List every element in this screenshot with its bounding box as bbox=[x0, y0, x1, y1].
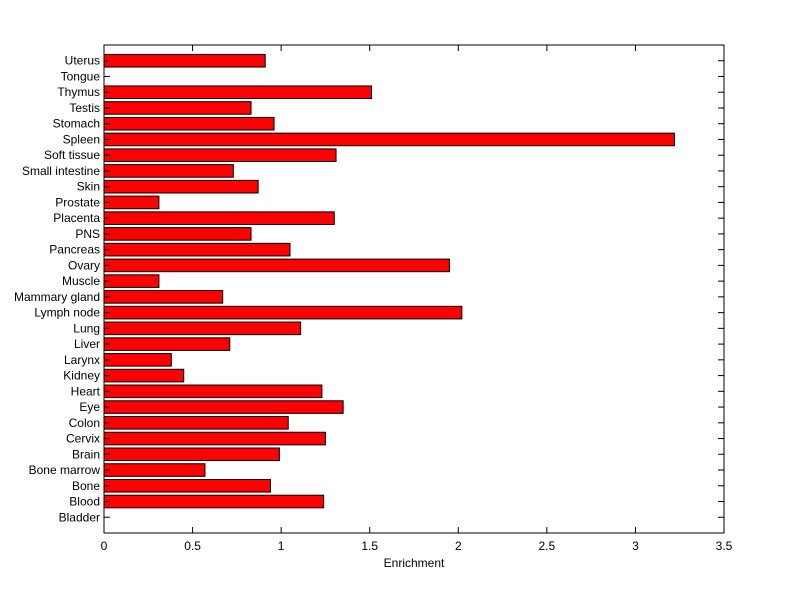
bar-brain bbox=[103, 447, 280, 462]
y-tick-label: Brain bbox=[72, 447, 100, 461]
ticks-group bbox=[103, 45, 725, 533]
bar-placenta bbox=[103, 211, 335, 225]
bar-thymus bbox=[103, 85, 372, 100]
y-tick-label: Placenta bbox=[53, 211, 100, 225]
bar-skin bbox=[103, 179, 259, 194]
bar-small-intestine bbox=[103, 164, 234, 178]
y-tick-label: Testis bbox=[69, 101, 100, 115]
bar-colon bbox=[103, 416, 289, 430]
y-tick-label: Larynx bbox=[64, 353, 100, 367]
x-tick-label: 2.5 bbox=[539, 539, 556, 553]
axes-frame bbox=[103, 44, 725, 534]
y-tick-label: PNS bbox=[75, 227, 100, 241]
bar-blood bbox=[103, 494, 325, 509]
bar-mammary-gland bbox=[103, 290, 224, 304]
y-tick-label: Prostate bbox=[55, 195, 100, 209]
bar-ovary bbox=[103, 258, 450, 273]
y-tick-label: Lung bbox=[73, 321, 100, 335]
y-tick-label: Cervix bbox=[66, 432, 100, 446]
x-axis-label: Enrichment bbox=[384, 556, 445, 570]
bar-muscle bbox=[103, 274, 160, 288]
bar-uterus bbox=[103, 53, 266, 68]
bar-pns bbox=[103, 227, 252, 241]
bar-heart bbox=[103, 384, 323, 399]
x-tick-label: 2 bbox=[455, 539, 462, 553]
bar-soft-tissue bbox=[103, 148, 337, 162]
y-tick-label: Small intestine bbox=[22, 164, 100, 178]
bar-eye bbox=[103, 400, 344, 414]
x-tick-label: 0 bbox=[101, 539, 108, 553]
y-tick-label: Muscle bbox=[62, 274, 100, 288]
bars-group bbox=[103, 53, 675, 509]
x-tick-label: 1 bbox=[278, 539, 285, 553]
y-tick-label: Eye bbox=[79, 400, 100, 414]
bar-kidney bbox=[103, 368, 185, 383]
y-tick-label: Uterus bbox=[65, 54, 100, 68]
x-tick-labels: 0 0.5 1 1.5 2 2.5 3 3.5 bbox=[101, 539, 733, 553]
y-tick-label: Ovary bbox=[68, 258, 100, 272]
y-tick-label: Lymph node bbox=[34, 306, 100, 320]
bar-pancreas bbox=[103, 242, 291, 257]
x-tick-label: 3.5 bbox=[716, 539, 733, 553]
bar-bone-marrow bbox=[103, 463, 206, 477]
y-tick-label: Heart bbox=[71, 384, 101, 398]
bar-liver bbox=[103, 337, 231, 351]
bar-lymph-node bbox=[103, 305, 463, 320]
y-tick-label: Bone marrow bbox=[29, 463, 101, 477]
y-tick-label: Thymus bbox=[57, 85, 100, 99]
y-tick-label: Bladder bbox=[59, 510, 100, 524]
y-tick-label: Pancreas bbox=[49, 243, 100, 257]
y-tick-label: Liver bbox=[74, 337, 100, 351]
bar-larynx bbox=[103, 353, 172, 367]
bar-prostate bbox=[103, 195, 160, 210]
y-tick-label: Skin bbox=[77, 180, 100, 194]
y-tick-label: Soft tissue bbox=[44, 148, 100, 162]
bar-bone bbox=[103, 478, 272, 493]
bar-stomach bbox=[103, 116, 275, 131]
y-tick-label: Bone bbox=[72, 479, 100, 493]
bar-cervix bbox=[103, 431, 326, 446]
bar-spleen bbox=[103, 132, 675, 147]
y-tick-label: Mammary gland bbox=[14, 290, 100, 304]
y-tick-label: Kidney bbox=[63, 369, 100, 383]
x-tick-label: 0.5 bbox=[184, 539, 201, 553]
bar-lung bbox=[103, 321, 302, 336]
y-tick-label: Tongue bbox=[61, 69, 101, 83]
x-tick-label: 3 bbox=[632, 539, 639, 553]
y-tick-label: Colon bbox=[69, 416, 100, 430]
y-tick-label: Stomach bbox=[53, 117, 100, 131]
y-tick-label: Blood bbox=[69, 495, 100, 509]
bar-testis bbox=[103, 101, 252, 115]
y-tick-label: Spleen bbox=[63, 132, 100, 146]
x-tick-label: 1.5 bbox=[361, 539, 378, 553]
